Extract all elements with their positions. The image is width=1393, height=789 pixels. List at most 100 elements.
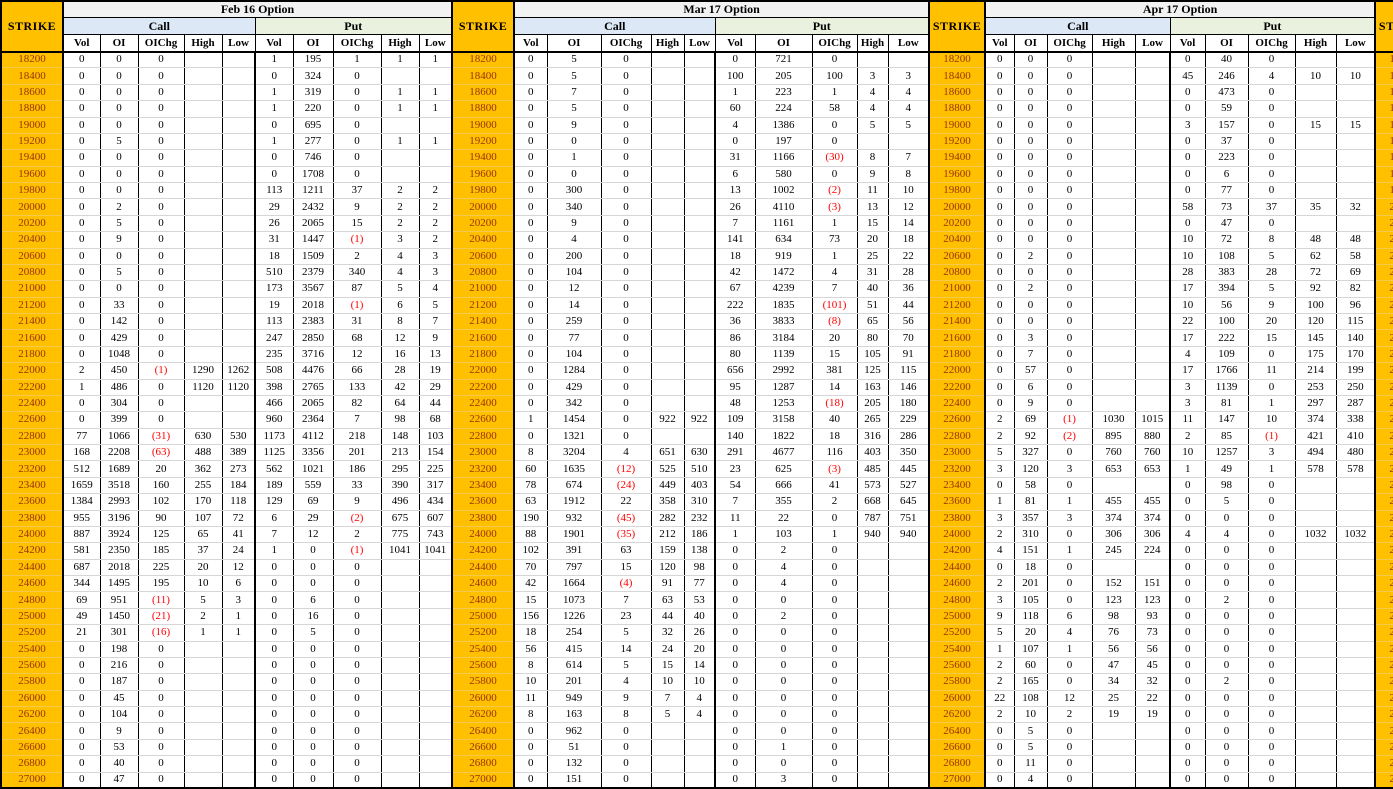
data-cell: 148 <box>381 428 420 446</box>
strike-cell: 22600 <box>0 411 64 429</box>
data-cell: 7 <box>419 313 454 331</box>
data-cell: 9 <box>857 166 889 184</box>
data-cell <box>419 722 454 740</box>
data-cell: 410 <box>1336 428 1377 446</box>
data-cell: 0 <box>63 673 101 691</box>
data-cell: 0 <box>138 231 185 249</box>
data-cell <box>857 133 889 151</box>
strike-cell: 20800 <box>0 264 64 282</box>
strike-cell: 20000 <box>451 198 516 216</box>
data-cell <box>684 51 717 69</box>
data-cell: (16) <box>138 624 185 642</box>
data-cell: 1 <box>1170 460 1206 478</box>
data-cell: 9 <box>601 690 652 708</box>
data-cell: 250 <box>1336 379 1377 396</box>
data-cell: 159 <box>651 542 685 560</box>
data-cell: 607 <box>419 510 454 527</box>
data-cell: 80 <box>715 346 756 364</box>
strike-cell: 21800 <box>1374 346 1393 364</box>
data-cell: (63) <box>138 444 185 462</box>
table-row: 21600 0 429 0 247 2850 68 12 9 21600 0 77 0 86 3184 20 8… <box>0 329 1393 347</box>
data-cell: 1 <box>222 624 256 642</box>
data-cell: 68 <box>419 411 454 429</box>
data-cell <box>651 100 685 118</box>
data-cell: 449 <box>651 477 685 495</box>
table-row: 2700004700002700001510030270000400002700… <box>0 772 1393 789</box>
data-cell: 22 <box>601 493 652 511</box>
data-cell: (1) <box>333 231 382 249</box>
data-cell: 36 <box>888 280 931 298</box>
data-cell: 0 <box>63 117 101 134</box>
data-cell: 895 <box>1092 428 1136 446</box>
data-cell <box>857 755 889 773</box>
data-cell: 0 <box>255 690 294 708</box>
data-cell: 0 <box>255 608 294 626</box>
data-cell: 434 <box>419 493 454 511</box>
data-cell: 49 <box>63 608 101 626</box>
data-cell: 185 <box>138 542 185 560</box>
data-cell <box>1092 739 1136 757</box>
data-cell: 0 <box>1047 755 1093 773</box>
data-cell: 2 <box>381 198 420 216</box>
data-cell: 0 <box>985 559 1015 577</box>
data-cell: 0 <box>138 67 185 85</box>
table-row: 21000 0 0 0 173 3567 87 5 4 21000 0 12 0 67 4239 7 40 36 2… <box>0 280 1393 298</box>
strike-cell: 24800 <box>1374 591 1393 609</box>
data-cell <box>1336 493 1377 511</box>
data-cell: 0 <box>601 100 652 118</box>
data-cell <box>684 739 717 757</box>
data-cell: 1822 <box>755 428 813 446</box>
data-cell: 8 <box>514 657 548 675</box>
data-cell: 0 <box>1248 510 1296 527</box>
data-cell: 0 <box>1248 182 1296 200</box>
data-cell: 0 <box>138 313 185 331</box>
data-cell <box>381 722 420 740</box>
data-cell: 33 <box>100 297 139 315</box>
strike-cell: 18800 <box>451 100 516 118</box>
data-cell <box>684 362 717 380</box>
data-cell: 19 <box>1135 706 1172 724</box>
strike-cell: 21200 <box>0 297 64 315</box>
strike-cell: 23400 <box>0 477 64 495</box>
data-cell: 58 <box>812 100 858 118</box>
column-header-row: Vol OI OIChg High Low Vol OI OIChg High Low Vol OI O… <box>1 34 1393 53</box>
data-cell: (2) <box>812 182 858 200</box>
data-cell: 2 <box>63 362 101 380</box>
strike-cell: 18200 <box>1374 51 1393 69</box>
strike-cell: 19000 <box>451 117 516 134</box>
data-cell: 60 <box>715 100 756 118</box>
data-cell: 0 <box>63 51 101 69</box>
data-cell: 7 <box>651 690 685 708</box>
data-cell: 20 <box>184 559 223 577</box>
column-header: Low <box>1335 34 1376 53</box>
data-cell: 743 <box>419 526 454 544</box>
data-cell: 1 <box>1248 460 1296 478</box>
strike-cell: 21000 <box>1374 280 1393 298</box>
data-cell: 1 <box>514 411 548 429</box>
data-cell: 20 <box>1014 624 1048 642</box>
data-cell: (2) <box>333 510 382 527</box>
data-cell <box>888 673 931 691</box>
data-cell <box>222 755 256 773</box>
data-cell: 496 <box>381 493 420 511</box>
data-cell: 940 <box>857 526 889 544</box>
data-cell: 22 <box>985 690 1015 708</box>
data-cell <box>684 84 717 102</box>
data-cell <box>184 346 223 364</box>
data-cell: 949 <box>547 690 602 708</box>
data-cell: 2993 <box>100 493 139 511</box>
data-cell: 1 <box>255 84 294 102</box>
data-cell: 0 <box>100 182 139 200</box>
data-cell: 0 <box>138 411 185 429</box>
data-cell: (24) <box>601 477 652 495</box>
data-cell: 8 <box>888 166 931 184</box>
table-row: 21800 0 1048 0 235 3716 12 16 13 21800 0 104 0 80 1139… <box>0 346 1393 364</box>
data-cell: 10 <box>1014 706 1048 724</box>
data-cell: 2 <box>985 706 1015 724</box>
data-cell: 77 <box>547 329 602 347</box>
data-cell: 68 <box>333 329 382 347</box>
strike-cell: 21200 <box>928 297 987 315</box>
data-cell: 0 <box>100 248 139 265</box>
data-cell: 0 <box>1248 149 1296 167</box>
data-cell: 7 <box>601 591 652 609</box>
